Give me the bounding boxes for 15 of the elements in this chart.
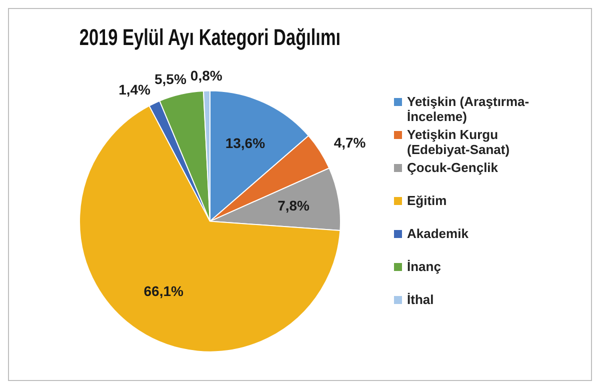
data-label: 66,1%	[144, 283, 184, 300]
legend-label: Yetişkin Kurgu (Edebiyat-Sanat)	[407, 127, 511, 157]
data-label: 13,6%	[225, 134, 266, 151]
data-label: 1,4%	[118, 81, 152, 98]
legend-label: Eğitim	[407, 193, 447, 208]
legend-label: Akademik	[407, 226, 468, 241]
legend-label: Çocuk-Gençlik	[407, 160, 498, 175]
data-label: 7,8%	[278, 197, 310, 214]
legend-label: İthal	[407, 292, 434, 307]
chart-title: 2019 Eylül Ayı Kategori Dağılımı	[79, 26, 341, 51]
legend-label: İnanç	[407, 259, 441, 274]
data-label: 5,5%	[154, 71, 187, 88]
legend-label: Yetişkin (Araştırma-İnceleme)	[407, 94, 530, 124]
data-label: 4,7%	[334, 134, 366, 150]
data-label: 0,8%	[190, 68, 223, 84]
